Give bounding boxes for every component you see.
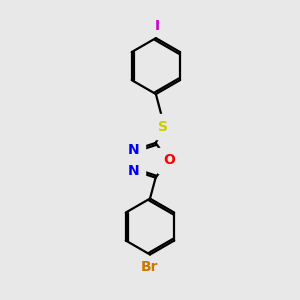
Text: N: N <box>128 164 140 178</box>
Text: O: O <box>164 153 175 167</box>
Text: I: I <box>155 19 160 33</box>
Text: S: S <box>158 120 168 134</box>
Text: N: N <box>128 142 140 157</box>
Text: Br: Br <box>141 260 159 274</box>
